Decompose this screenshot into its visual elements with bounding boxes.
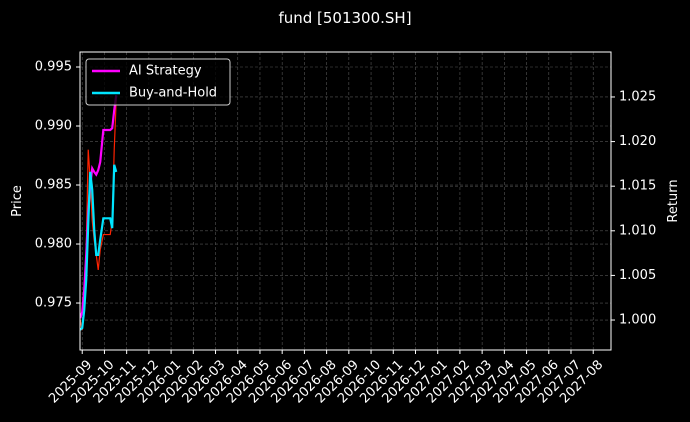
chart-title: fund [501300.SH] [278, 9, 411, 27]
legend-label: AI Strategy [129, 64, 202, 79]
y2-tick-label: 1.000 [619, 313, 656, 328]
y-tick-label: 0.990 [35, 118, 72, 133]
series-line [80, 95, 118, 319]
y-tick-label: 0.980 [35, 237, 72, 252]
legend-box [85, 58, 231, 106]
y-axis-label: Price [10, 185, 25, 217]
y2-tick-label: 1.025 [619, 89, 656, 104]
legend-label: Buy-and-Hold [129, 86, 217, 101]
y-tick-label: 0.975 [35, 296, 72, 311]
y-tick-label: 0.985 [35, 178, 72, 193]
y2-tick-label: 1.020 [619, 134, 656, 149]
y2-axis-label: Return [666, 179, 681, 222]
series-line [80, 164, 118, 331]
y2-tick-label: 1.005 [619, 268, 656, 283]
y-tick-label: 0.995 [35, 59, 72, 74]
y2-tick-label: 1.010 [619, 223, 656, 238]
plot-frame [79, 51, 612, 351]
y2-tick-label: 1.015 [619, 179, 656, 194]
